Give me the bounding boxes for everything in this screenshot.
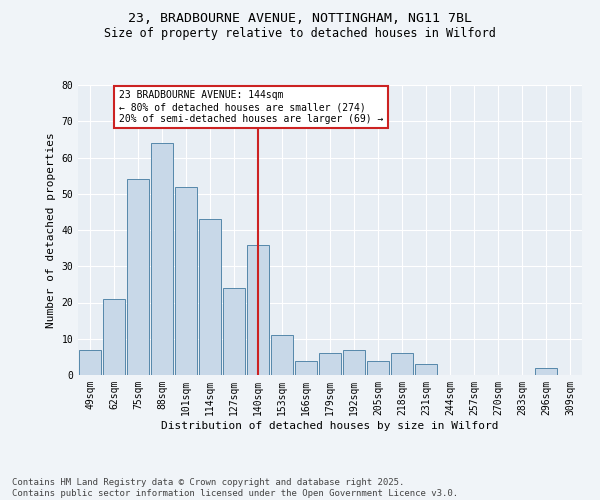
X-axis label: Distribution of detached houses by size in Wilford: Distribution of detached houses by size … xyxy=(161,420,499,430)
Text: 23 BRADBOURNE AVENUE: 144sqm
← 80% of detached houses are smaller (274)
20% of s: 23 BRADBOURNE AVENUE: 144sqm ← 80% of de… xyxy=(119,90,383,124)
Bar xyxy=(535,368,557,375)
Bar xyxy=(103,299,125,375)
Text: 23, BRADBOURNE AVENUE, NOTTINGHAM, NG11 7BL: 23, BRADBOURNE AVENUE, NOTTINGHAM, NG11 … xyxy=(128,12,472,26)
Bar xyxy=(367,360,389,375)
Text: Contains HM Land Registry data © Crown copyright and database right 2025.
Contai: Contains HM Land Registry data © Crown c… xyxy=(12,478,458,498)
Bar xyxy=(79,350,101,375)
Bar xyxy=(127,180,149,375)
Bar xyxy=(343,350,365,375)
Bar xyxy=(199,219,221,375)
Bar xyxy=(271,335,293,375)
Bar xyxy=(415,364,437,375)
Bar xyxy=(319,353,341,375)
Text: Size of property relative to detached houses in Wilford: Size of property relative to detached ho… xyxy=(104,28,496,40)
Bar xyxy=(295,360,317,375)
Bar xyxy=(223,288,245,375)
Bar xyxy=(391,353,413,375)
Bar xyxy=(151,143,173,375)
Bar xyxy=(175,186,197,375)
Y-axis label: Number of detached properties: Number of detached properties xyxy=(46,132,56,328)
Bar xyxy=(247,244,269,375)
